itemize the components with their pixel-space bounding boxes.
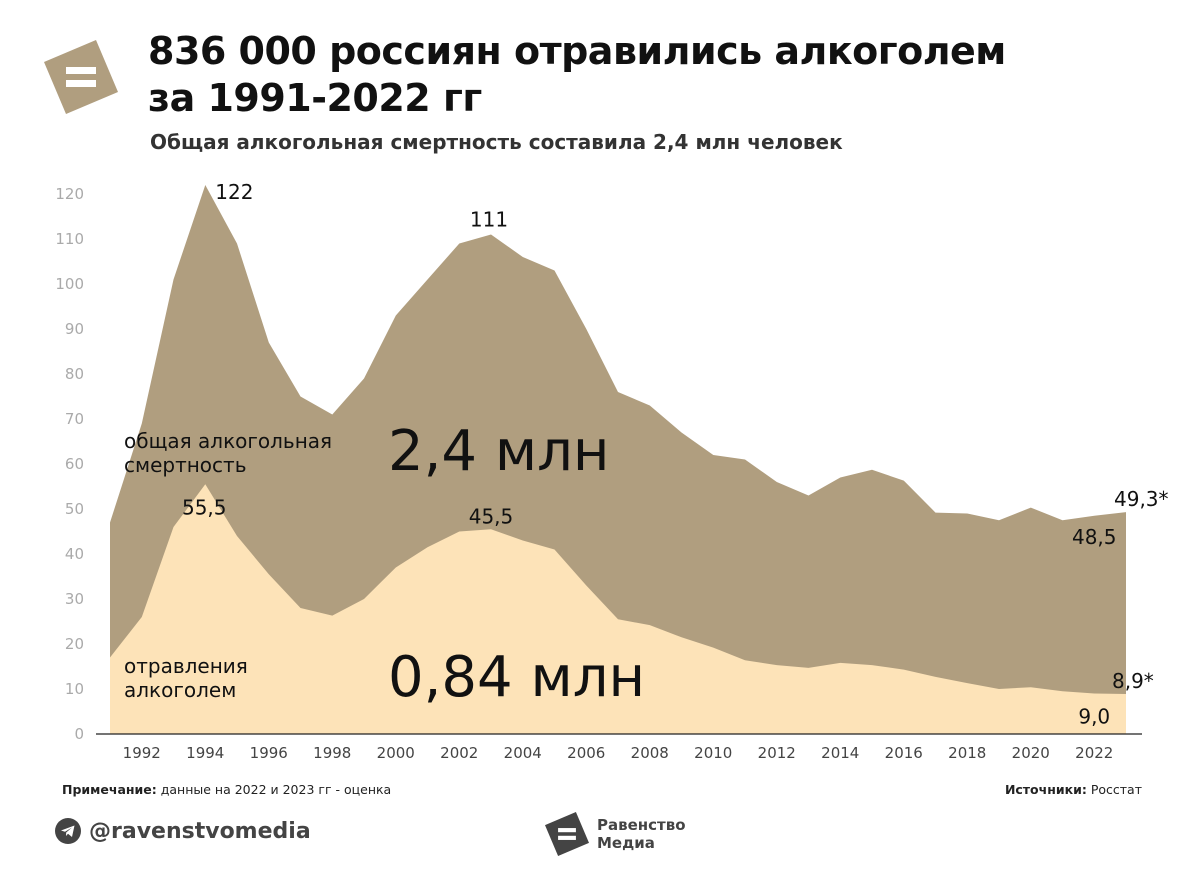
title-line-1: 836 000 россиян отравились алкоголем [148, 29, 1006, 73]
x-tick-label: 2016 [885, 744, 923, 762]
x-tick-label: 2000 [377, 744, 415, 762]
page-subtitle: Общая алкогольная смертность составила 2… [150, 130, 843, 154]
x-tick-label: 1994 [186, 744, 224, 762]
y-tick-label: 110 [55, 230, 84, 248]
data-label: 49,3* [1114, 487, 1169, 511]
y-tick-label: 20 [65, 635, 84, 653]
y-tick-label: 80 [65, 365, 84, 383]
source-label: Источники: [1004, 782, 1087, 797]
brand-mark: Равенство Медиа [545, 812, 686, 856]
x-tick-label: 1998 [313, 744, 351, 762]
data-label: 55,5 [182, 495, 227, 519]
brand-logo-small-icon [545, 812, 589, 856]
poison-sum-label: 0,84 млн [388, 645, 645, 710]
poisoning-area [110, 484, 1126, 734]
area-chart: 0 10 20 30 40 50 60 70 80 90 100 110 120 1992 1994 1996… [55, 180, 1169, 762]
footnote: Примечание: данные на 2022 и 2023 гг - о… [62, 782, 391, 797]
x-tick-label: 2004 [504, 744, 542, 762]
y-tick-label: 30 [65, 590, 84, 608]
data-label: 45,5 [469, 504, 514, 528]
data-label: 48,5 [1072, 525, 1117, 549]
data-label: 111 [470, 208, 508, 232]
data-label: 8,9* [1112, 669, 1154, 693]
legend-label: алкоголем [124, 678, 236, 702]
source-text: Росстат [1086, 782, 1142, 797]
y-tick-label: 100 [55, 275, 84, 293]
telegram-handle[interactable]: @ravenstvomedia [55, 818, 311, 844]
legend-label: смертность [124, 453, 246, 477]
legend-label: отравления [124, 654, 248, 678]
brand-logo-icon [44, 40, 118, 114]
y-tick-label: 70 [65, 410, 84, 428]
page-title: 836 000 россиян отравились алкоголем за … [148, 28, 1006, 122]
x-tick-label: 2010 [694, 744, 732, 762]
title-line-2: за 1991-2022 гг [148, 76, 482, 120]
x-tick-label: 2006 [567, 744, 605, 762]
footnote-label: Примечание: [62, 782, 157, 797]
telegram-icon [55, 818, 81, 844]
y-tick-label: 120 [55, 185, 84, 203]
x-tick-label: 1992 [123, 744, 161, 762]
data-label: 9,0 [1078, 705, 1110, 729]
data-label: 122 [215, 180, 253, 204]
x-tick-label: 2008 [631, 744, 669, 762]
x-tick-label: 2022 [1075, 744, 1113, 762]
brand-line-1: Равенство [597, 816, 686, 834]
y-tick-label: 50 [65, 500, 84, 518]
y-tick-label: 60 [65, 455, 84, 473]
total-sum-label: 2,4 млн [388, 419, 610, 484]
y-tick-label: 90 [65, 320, 84, 338]
y-tick-label: 40 [65, 545, 84, 563]
source-note: Источники: Росстат [1005, 782, 1142, 797]
handle-text: @ravenstvomedia [89, 818, 311, 844]
total-mortality-area [110, 185, 1126, 734]
legend-label: общая алкогольная [124, 429, 332, 453]
y-tick-label: 0 [74, 725, 84, 743]
x-tick-label: 2012 [758, 744, 796, 762]
x-tick-label: 2018 [948, 744, 986, 762]
x-tick-label: 2014 [821, 744, 859, 762]
x-tick-label: 2020 [1012, 744, 1050, 762]
y-tick-label: 10 [65, 680, 84, 698]
x-tick-label: 2002 [440, 744, 478, 762]
brand-line-2: Медиа [597, 834, 655, 852]
x-tick-label: 1996 [250, 744, 288, 762]
footnote-text: данные на 2022 и 2023 гг - оценка [156, 782, 392, 797]
